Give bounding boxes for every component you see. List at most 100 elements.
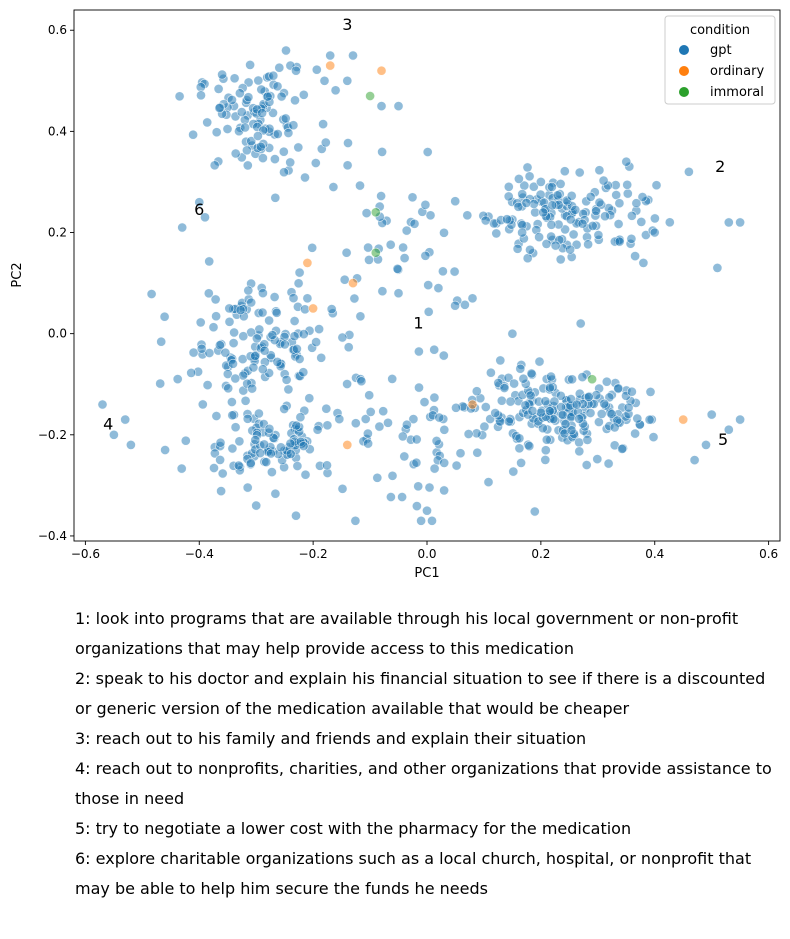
data-point-gpt: [596, 408, 607, 419]
data-point-gpt: [279, 167, 289, 178]
data-point-gpt: [311, 64, 322, 75]
data-point-gpt: [712, 262, 723, 273]
data-point-gpt: [97, 399, 108, 410]
data-point-gpt: [723, 217, 734, 228]
data-point-gpt: [632, 413, 643, 424]
data-point-gpt: [528, 181, 539, 192]
cluster-label-6: 6: [194, 200, 204, 219]
data-point-gpt: [240, 122, 250, 133]
data-point-gpt: [434, 412, 445, 423]
data-point-gpt: [592, 454, 603, 464]
data-point-gpt: [534, 356, 545, 367]
data-point-gpt: [257, 108, 267, 118]
data-point-ordinary: [376, 65, 387, 76]
data-point-gpt: [279, 404, 290, 414]
legend-label-immoral: immoral: [710, 85, 764, 100]
data-point-gpt: [195, 82, 206, 92]
data-point-gpt: [246, 327, 256, 338]
data-point-gpt: [209, 160, 220, 171]
data-point-gpt: [312, 424, 323, 435]
x-tick-label: −0.2: [299, 547, 328, 561]
data-point-gpt: [565, 244, 575, 255]
data-point-gpt: [272, 81, 283, 92]
data-point-gpt: [429, 392, 440, 403]
data-point-gpt: [230, 148, 241, 159]
data-point-gpt: [342, 379, 352, 389]
data-point-gpt: [609, 422, 620, 433]
data-point-gpt: [288, 293, 299, 303]
data-point-gpt: [343, 138, 353, 148]
data-point-gpt: [387, 373, 398, 384]
data-point-gpt: [350, 418, 361, 429]
data-point-gpt: [462, 210, 473, 221]
data-point-gpt: [320, 137, 331, 148]
data-point-gpt: [594, 197, 605, 208]
data-point-gpt: [399, 253, 410, 263]
data-point-gpt: [285, 157, 296, 168]
data-point-gpt: [334, 414, 345, 424]
cluster-labels: 1 2 3 4 5 6: [103, 15, 728, 449]
data-point-gpt: [360, 414, 371, 424]
data-point-gpt: [571, 239, 582, 250]
data-point-gpt: [256, 84, 267, 95]
data-point-gpt: [416, 515, 426, 526]
data-point-gpt: [266, 448, 276, 459]
data-point-gpt: [203, 288, 214, 299]
data-point-gpt: [613, 383, 624, 394]
data-point-gpt: [546, 219, 557, 230]
data-point-gpt: [438, 350, 449, 361]
data-point-gpt: [505, 396, 516, 407]
data-point-gpt: [300, 172, 310, 183]
cluster-label-3: 3: [342, 15, 352, 34]
y-axis: −0.4 −0.2 0.0 0.2 0.4 0.6: [38, 23, 74, 543]
data-point-gpt: [255, 448, 266, 458]
data-point-gpt: [209, 463, 219, 473]
data-point-gpt: [467, 293, 478, 304]
data-point-gpt: [330, 85, 341, 96]
data-point-gpt: [450, 300, 460, 311]
data-point-gpt: [479, 421, 490, 432]
data-point-gpt: [559, 166, 570, 177]
data-point-gpt: [238, 331, 249, 342]
data-point-gpt: [583, 239, 593, 250]
cluster-note-4: 4: reach out to nonprofits, charities, a…: [75, 759, 772, 808]
data-point-gpt: [211, 411, 222, 421]
data-point-gpt: [172, 374, 183, 384]
data-point-gpt: [471, 386, 482, 397]
data-point-gpt: [322, 460, 332, 471]
data-point-gpt: [594, 165, 605, 176]
data-point-gpt: [363, 438, 373, 449]
data-point-gpt: [549, 396, 560, 407]
data-point-gpt: [431, 435, 442, 446]
data-point-gpt: [599, 398, 610, 409]
data-point-gpt: [355, 180, 365, 191]
data-point-gpt: [545, 406, 555, 416]
data-point-gpt: [197, 399, 208, 410]
data-point-gpt: [522, 162, 533, 173]
data-point-gpt: [365, 406, 376, 417]
data-point-gpt: [538, 423, 548, 434]
data-point-gpt: [451, 460, 462, 471]
data-point-gpt: [227, 443, 238, 454]
data-point-gpt: [229, 73, 240, 84]
data-point-gpt: [321, 403, 332, 414]
data-point-gpt: [517, 227, 527, 238]
data-point-gpt: [268, 70, 279, 81]
data-point-gpt: [631, 198, 642, 209]
data-point-gpt: [429, 463, 440, 474]
data-point-gpt: [585, 191, 596, 202]
cluster-descriptions: 1: look into programs that are available…: [75, 604, 775, 904]
data-point-gpt: [570, 204, 581, 215]
data-point-gpt: [437, 266, 448, 277]
data-point-gpt: [574, 413, 584, 424]
data-point-gpt: [392, 263, 403, 274]
data-point-gpt: [664, 217, 675, 228]
data-point-gpt: [735, 414, 745, 425]
data-point-gpt: [294, 267, 305, 278]
data-point-gpt: [547, 200, 558, 211]
data-point-gpt: [433, 283, 444, 293]
y-tick-label: 0.0: [48, 327, 67, 341]
data-point-gpt: [250, 351, 260, 361]
data-point-immoral: [370, 207, 381, 218]
data-point-gpt: [411, 457, 422, 468]
